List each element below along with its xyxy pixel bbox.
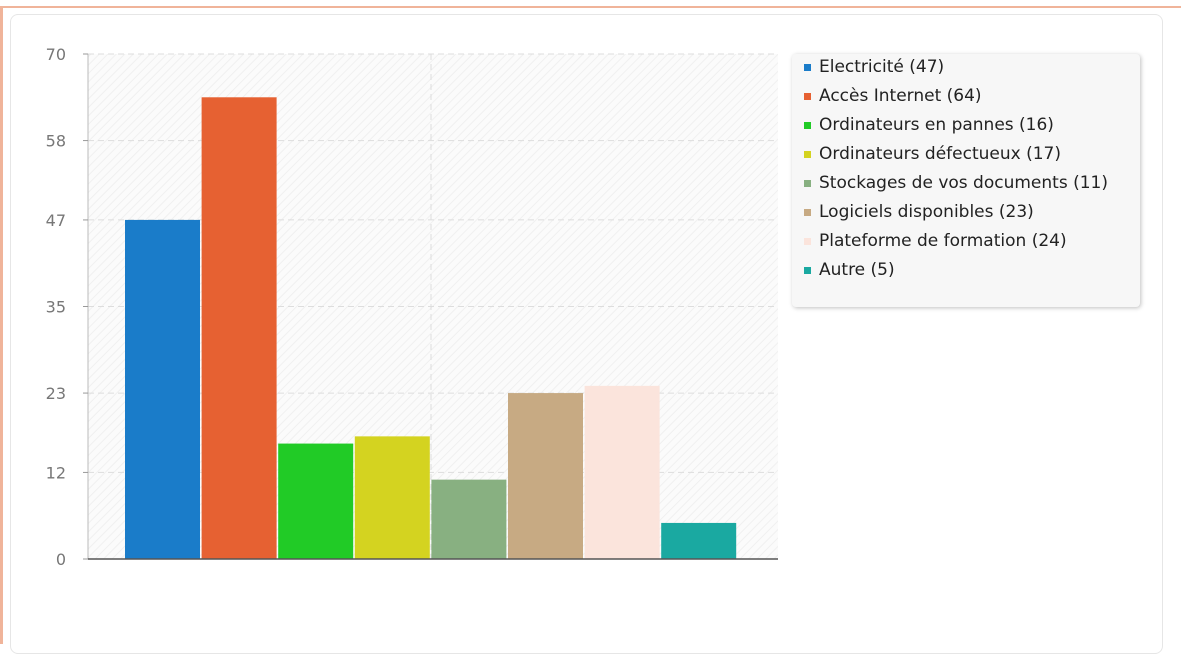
bar-2[interactable] xyxy=(201,97,277,560)
legend-item[interactable]: Plateforme de formation (24) xyxy=(802,232,1130,250)
legend-swatch xyxy=(804,122,811,129)
y-tick-labels: 0 12 23 35 47 58 70 xyxy=(46,45,88,569)
bar-7[interactable] xyxy=(584,385,660,559)
legend-swatch xyxy=(804,238,811,245)
legend-swatch xyxy=(804,267,811,274)
bar-4[interactable] xyxy=(354,436,430,559)
y-tick-label: 35 xyxy=(46,298,66,317)
legend-item[interactable]: Logiciels disponibles (23) xyxy=(802,203,1130,221)
legend-label: Logiciels disponibles (23) xyxy=(819,202,1034,222)
legend-item[interactable]: Stockages de vos documents (11) xyxy=(802,174,1130,192)
legend-swatch xyxy=(804,209,811,216)
bar-1[interactable] xyxy=(125,219,200,559)
y-tick-label: 70 xyxy=(46,45,66,64)
legend-swatch xyxy=(804,180,811,187)
top-border xyxy=(0,0,1181,8)
legend-item[interactable]: Electricité (47) xyxy=(802,58,1130,76)
legend-swatch xyxy=(804,64,811,71)
y-tick-label: 0 xyxy=(56,550,66,569)
legend-label: Plateforme de formation (24) xyxy=(819,231,1067,251)
legend-label: Ordinateurs en pannes (16) xyxy=(819,115,1054,135)
bar-5[interactable] xyxy=(431,479,507,559)
y-tick-label: 12 xyxy=(46,463,66,482)
legend-item[interactable]: Ordinateurs en pannes (16) xyxy=(802,116,1130,134)
legend-label: Stockages de vos documents (11) xyxy=(819,173,1108,193)
y-tick-label: 58 xyxy=(46,132,66,151)
legend-label: Autre (5) xyxy=(819,260,895,280)
legend-swatch xyxy=(804,93,811,100)
bar-8[interactable] xyxy=(661,522,737,559)
y-tick-label: 47 xyxy=(46,211,66,230)
bar-3[interactable] xyxy=(278,443,354,559)
bar-6[interactable] xyxy=(508,393,583,559)
legend-label: Ordinateurs défectueux (17) xyxy=(819,144,1062,164)
legend-item[interactable]: Autre (5) xyxy=(802,261,1130,279)
legend: Electricité (47) Accès Internet (64) Ordin… xyxy=(792,54,1140,307)
bars xyxy=(125,97,737,560)
legend-item[interactable]: Ordinateurs défectueux (17) xyxy=(802,145,1130,163)
legend-label: Accès Internet (64) xyxy=(819,86,982,106)
left-border xyxy=(0,8,3,644)
legend-item[interactable]: Accès Internet (64) xyxy=(802,87,1130,105)
legend-label: Electricité (47) xyxy=(819,57,945,77)
y-tick-label: 23 xyxy=(46,384,66,403)
legend-swatch xyxy=(804,151,811,158)
